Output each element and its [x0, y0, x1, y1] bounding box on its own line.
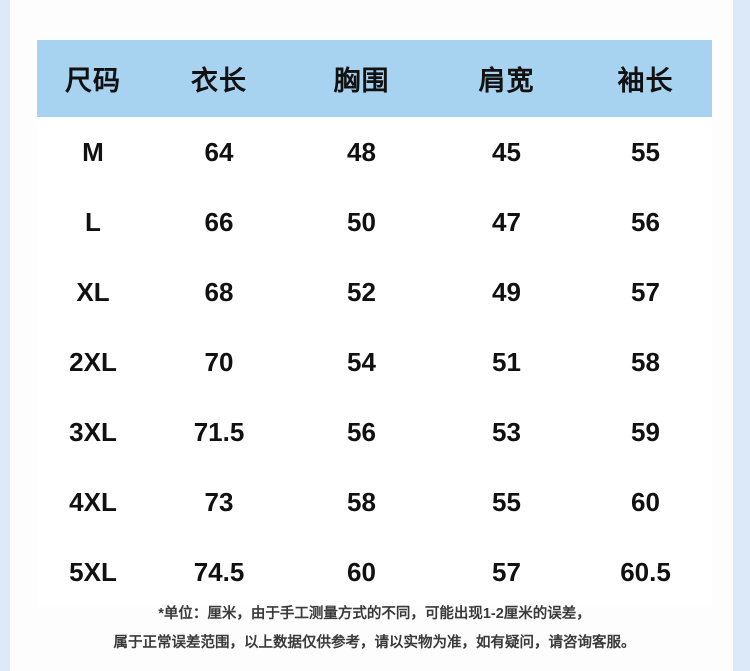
size-chart-sheet: 尺码 衣长 胸围 肩宽 袖长 M 64 48 45 55 L 66 50 47 … [10, 0, 733, 671]
cell-shoulder: 51 [434, 327, 579, 397]
cell-bust: 52 [289, 257, 434, 327]
cell-sleeve: 55 [579, 117, 712, 187]
cell-length: 71.5 [149, 397, 289, 467]
column-header-size: 尺码 [65, 66, 121, 96]
table-row: 3XL 71.5 56 53 59 [37, 397, 712, 467]
column-header-length: 衣长 [191, 66, 247, 96]
footnote-line-2: 属于正常误差范围，以上数据仅供参考，请以实物为准，如有疑问，请咨询客服。 [113, 635, 636, 651]
cell-sleeve: 60 [579, 467, 712, 537]
cell-sleeve: 59 [579, 397, 712, 467]
table-header-row: 尺码 衣长 胸围 肩宽 袖长 [37, 40, 712, 117]
cell-size: M [37, 117, 149, 187]
cell-sleeve: 56 [579, 187, 712, 257]
cell-shoulder: 45 [434, 117, 579, 187]
cell-size: 3XL [37, 397, 149, 467]
page-gutter-right [733, 0, 750, 671]
cell-length: 68 [149, 257, 289, 327]
cell-shoulder: 55 [434, 467, 579, 537]
table-row: 2XL 70 54 51 58 [37, 327, 712, 397]
cell-bust: 50 [289, 187, 434, 257]
table-row: XL 68 52 49 57 [37, 257, 712, 327]
cell-bust: 60 [289, 537, 434, 607]
cell-bust: 58 [289, 467, 434, 537]
cell-size: 4XL [37, 467, 149, 537]
cell-shoulder: 47 [434, 187, 579, 257]
cell-sleeve: 60.5 [579, 537, 712, 607]
cell-sleeve: 58 [579, 327, 712, 397]
cell-shoulder: 49 [434, 257, 579, 327]
cell-size: XL [37, 257, 149, 327]
column-header-shoulder: 肩宽 [478, 66, 535, 96]
table-row: L 66 50 47 56 [37, 187, 712, 257]
cell-length: 70 [149, 327, 289, 397]
cell-sleeve: 57 [579, 257, 712, 327]
size-chart-table: 尺码 衣长 胸围 肩宽 袖长 M 64 48 45 55 L 66 50 47 … [37, 40, 712, 607]
cell-length: 73 [149, 467, 289, 537]
cell-length: 66 [149, 187, 289, 257]
table-header: 尺码 衣长 胸围 肩宽 袖长 [37, 40, 712, 117]
table-row: 5XL 74.5 60 57 60.5 [37, 537, 712, 607]
column-header-sleeve: 袖长 [617, 66, 674, 96]
table-row: 4XL 73 58 55 60 [37, 467, 712, 537]
cell-size: 2XL [37, 327, 149, 397]
footnote-line-1: *单位：厘米，由于手工测量方式的不同，可能出现1-2厘米的误差， [158, 606, 591, 622]
page-gutter-left [0, 0, 10, 671]
cell-length: 64 [149, 117, 289, 187]
cell-bust: 56 [289, 397, 434, 467]
cell-size: L [37, 187, 149, 257]
column-header-bust: 胸围 [333, 66, 390, 96]
cell-shoulder: 57 [434, 537, 579, 607]
footnote-block: *单位：厘米，由于手工测量方式的不同，可能出现1-2厘米的误差， 属于正常误差范… [37, 600, 712, 658]
cell-bust: 48 [289, 117, 434, 187]
cell-size: 5XL [37, 537, 149, 607]
cell-shoulder: 53 [434, 397, 579, 467]
table-row: M 64 48 45 55 [37, 117, 712, 187]
table-body: M 64 48 45 55 L 66 50 47 56 XL 68 52 49 … [37, 117, 712, 607]
cell-length: 74.5 [149, 537, 289, 607]
cell-bust: 54 [289, 327, 434, 397]
